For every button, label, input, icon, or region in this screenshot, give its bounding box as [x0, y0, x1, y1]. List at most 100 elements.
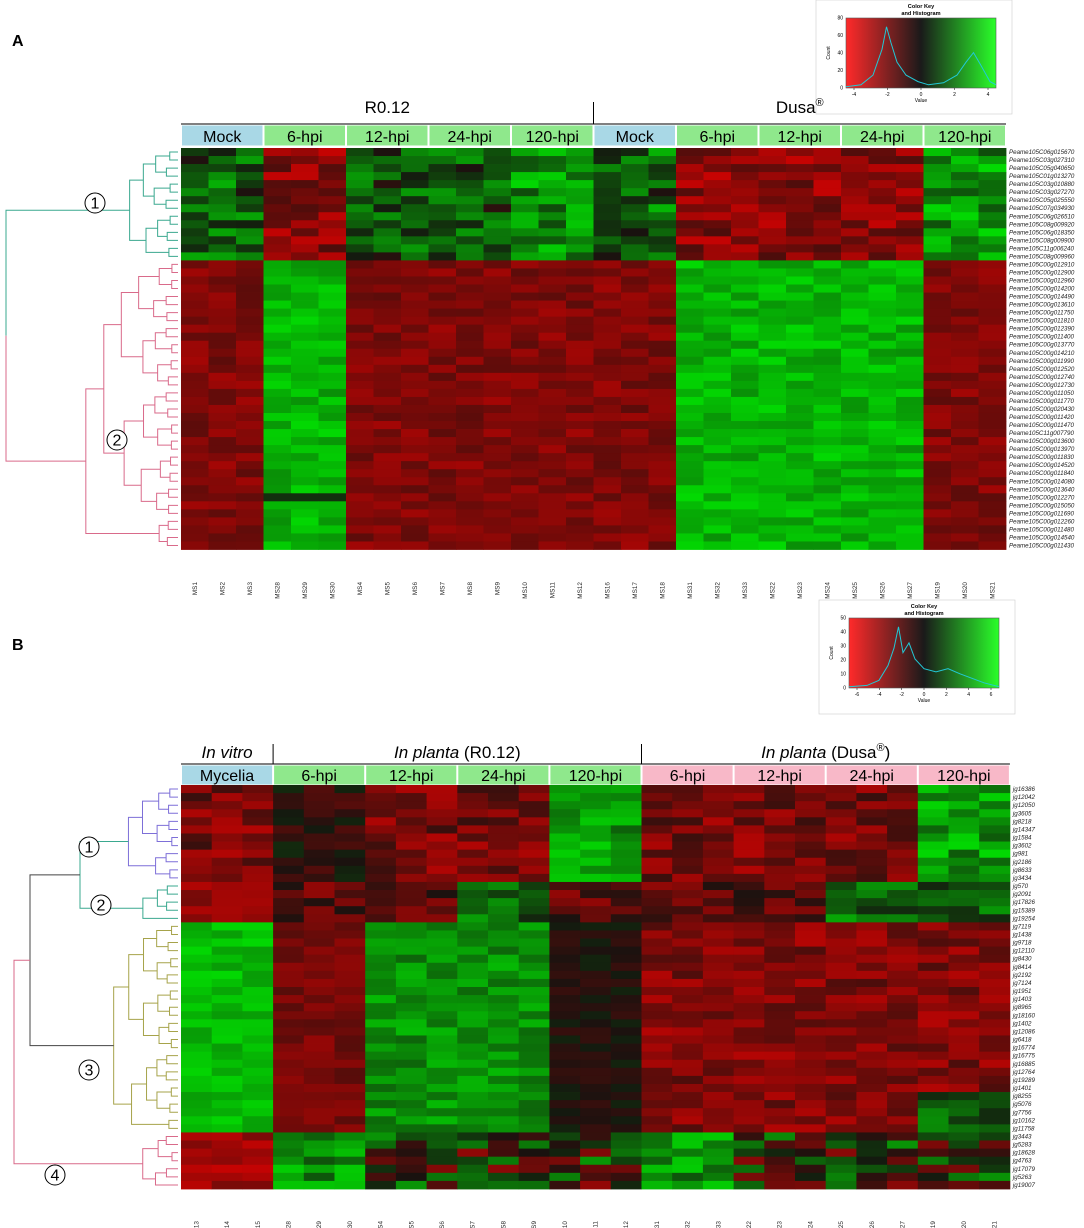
heatmap-cell — [621, 308, 649, 318]
heatmap-cell — [896, 421, 924, 430]
heatmap-cell — [786, 148, 814, 157]
heatmap-cell — [303, 841, 335, 851]
heatmap-cell — [580, 1148, 612, 1158]
heatmap-cell — [795, 881, 827, 891]
heatmap-cell — [346, 244, 374, 253]
heatmap-cell — [923, 412, 952, 422]
heatmap-cell — [703, 332, 732, 342]
column-label: MS26 — [879, 582, 886, 599]
heatmap-cell — [917, 1067, 949, 1077]
heatmap-cell — [795, 1067, 827, 1077]
heatmap-cell — [291, 364, 319, 374]
heatmap-cell — [764, 1100, 796, 1109]
heatmap-cell — [621, 412, 649, 422]
heatmap-cell — [549, 946, 581, 956]
heatmap-cell — [291, 292, 319, 301]
heatmap-cell — [948, 898, 980, 907]
heatmap-cell — [841, 164, 869, 173]
heatmap-cell — [896, 364, 924, 374]
heatmap-cell — [978, 453, 1007, 462]
heatmap-cell — [979, 914, 1011, 923]
heatmap-cell — [856, 1067, 888, 1077]
heatmap-cell — [764, 825, 796, 834]
row-label: Peame105C08g009900 — [1009, 237, 1075, 244]
heatmap-cell — [483, 356, 512, 366]
heatmap-cell — [303, 809, 335, 818]
heatmap-cell — [979, 946, 1011, 956]
panel-a-row-labels: Peame105C06g015670Peame105C03g027310Peam… — [1009, 149, 1075, 550]
heatmap-cell — [896, 156, 924, 165]
heatmap-cell — [428, 364, 457, 374]
heatmap-cell — [373, 220, 402, 229]
heatmap-cell — [401, 356, 429, 366]
heatmap-cell — [291, 493, 319, 502]
heatmap-cell — [917, 1051, 949, 1061]
heatmap-cell — [549, 906, 581, 915]
heatmap-cell — [181, 1132, 213, 1141]
heatmap-cell — [702, 954, 734, 964]
heatmap-cell — [733, 987, 765, 996]
heatmap-cell — [978, 356, 1007, 366]
heatmap-cell — [610, 1011, 642, 1020]
row-label: Peame105C00g014520 — [1009, 462, 1075, 469]
heatmap-cell — [456, 172, 484, 181]
heatmap-cell — [786, 172, 814, 181]
heatmap-cell — [373, 164, 402, 173]
heatmap-cell — [786, 541, 814, 550]
heatmap-cell — [401, 404, 429, 414]
heatmap-cell — [580, 793, 612, 802]
heatmap-cell — [211, 881, 243, 891]
heatmap-cell — [373, 445, 402, 454]
panel-b-column-groups: Mycelia 6-hpi 12-hpi 24-hpi 120-hpi 6-hpi 12-h… — [181, 764, 1010, 786]
heatmap-cell — [365, 954, 397, 964]
heatmap-cell — [426, 1156, 458, 1166]
heatmap-cell — [318, 228, 347, 237]
heatmap-cell — [786, 493, 814, 502]
top-group-1: In vitro — [202, 743, 253, 762]
heatmap-cell — [428, 533, 457, 542]
heatmap-cell — [334, 1156, 366, 1166]
heatmap-cell — [538, 404, 567, 414]
column-label: MS20 — [961, 1221, 968, 1228]
heatmap-cell — [303, 1011, 335, 1020]
heatmap-cell — [365, 930, 397, 939]
heatmap-cell — [457, 809, 489, 818]
heatmap-cell — [887, 995, 919, 1004]
heatmap-cell — [923, 364, 952, 374]
heatmap-cell — [291, 324, 319, 334]
heatmap-cell — [923, 180, 952, 189]
heatmap-cell — [181, 946, 213, 956]
heatmap-cell — [841, 493, 869, 502]
heatmap-cell — [346, 541, 374, 550]
column-label: MS31 — [654, 1221, 661, 1228]
heatmap-cell — [978, 421, 1007, 430]
heatmap-cell — [868, 404, 897, 414]
heatmap-cell — [456, 429, 484, 438]
heatmap-cell — [917, 1100, 949, 1109]
heatmap-cell — [813, 364, 842, 374]
heatmap-cell — [488, 1100, 520, 1109]
heatmap-cell — [610, 785, 642, 794]
heatmap-cell — [426, 987, 458, 996]
heatmap-cell — [428, 437, 457, 446]
heatmap-cell — [841, 196, 869, 205]
heatmap-cell — [896, 300, 924, 309]
heatmap-cell — [672, 987, 704, 996]
heatmap-cell — [483, 244, 512, 253]
heatmap-cell — [887, 1075, 919, 1085]
key-ylabel: Count — [829, 646, 835, 660]
heatmap-cell — [758, 236, 787, 245]
group-label: 120-hpi — [938, 129, 991, 146]
heatmap-cell — [511, 404, 539, 414]
heatmap-cell — [263, 372, 292, 382]
heatmap-cell — [303, 1172, 335, 1182]
heatmap-cell — [426, 906, 458, 915]
heatmap-cell — [896, 260, 924, 269]
heatmap-cell — [181, 437, 209, 446]
heatmap-cell — [951, 276, 979, 285]
heatmap-cell — [923, 541, 952, 550]
heatmap-cell — [426, 898, 458, 907]
heatmap-cell — [841, 388, 869, 398]
heatmap-cell — [951, 236, 979, 245]
heatmap-cell — [702, 1067, 734, 1077]
